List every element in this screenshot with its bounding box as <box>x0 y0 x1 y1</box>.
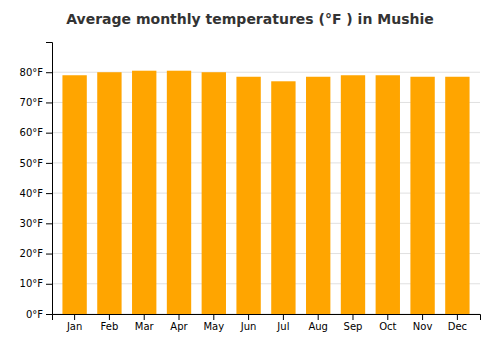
y-tick-label: 80°F <box>20 67 44 78</box>
x-tick-mark <box>422 314 423 320</box>
x-tick: Oct <box>379 314 396 332</box>
x-tick-label: Mar <box>135 321 155 332</box>
y-tick-mark <box>46 284 52 285</box>
y-tick-label: 20°F <box>20 248 44 259</box>
y-tick: 50°F <box>20 158 52 169</box>
bar <box>236 77 260 314</box>
bar <box>410 77 434 314</box>
y-tick: 0°F <box>26 309 52 320</box>
x-tick-label: Jun <box>240 321 257 332</box>
x-tick: Jul <box>276 314 289 332</box>
y-tick: 10°F <box>20 278 52 289</box>
x-tick-mark <box>457 314 458 320</box>
x-tick-mark <box>318 314 319 320</box>
plot: 0°F 10°F 20°F 30°F 40°F 50°F 60°F 70°F 80°F Jan Fe… <box>20 43 481 333</box>
title: Average monthly temperatures (°F ) in Mu… <box>66 11 433 27</box>
y-tick-label: 60°F <box>20 127 44 138</box>
y-tick-mark <box>46 72 52 73</box>
x-tick: Apr <box>170 314 188 332</box>
y-tick-mark <box>46 133 52 134</box>
y-tick-label: 10°F <box>20 278 44 289</box>
y-tick-label: 40°F <box>20 188 44 199</box>
x-tick: Jun <box>240 314 257 332</box>
x-tick-mark <box>387 314 388 320</box>
y-tick: 20°F <box>20 248 52 259</box>
x-tick-label: Jan <box>66 321 82 332</box>
y-tick-label: 70°F <box>20 97 44 108</box>
x-tick-mark <box>248 314 249 320</box>
y-tick-mark <box>46 163 52 164</box>
y-tick-mark <box>46 314 52 315</box>
x-tick-mark <box>352 314 353 320</box>
bar <box>202 72 226 314</box>
x-tick-label: Apr <box>170 321 188 332</box>
bar <box>132 71 156 314</box>
x-tick-label: Feb <box>101 321 119 332</box>
x-tick-label: Jul <box>276 321 289 332</box>
bars <box>62 71 469 314</box>
chart: 0°F 10°F 20°F 30°F 40°F 50°F 60°F 70°F 80°F Jan Fe… <box>0 0 500 350</box>
x-tick: Feb <box>101 314 119 332</box>
y-tick: 80°F <box>20 67 52 78</box>
bar <box>376 75 400 314</box>
x-tick-label: May <box>203 321 224 332</box>
bar <box>306 77 330 314</box>
y-tick-label: 30°F <box>20 218 44 229</box>
x-tick-mark <box>144 314 145 320</box>
y-tick-mark <box>46 193 52 194</box>
bar <box>271 81 295 314</box>
y-tick-mark <box>46 102 52 103</box>
x-tick: Mar <box>135 314 155 332</box>
y-tick-mark <box>46 223 52 224</box>
x-tick-label: Aug <box>308 321 328 332</box>
x-tick-label: Nov <box>413 321 433 332</box>
y-tick-label: 50°F <box>20 158 44 169</box>
bar <box>341 75 365 314</box>
x-axis: Jan Feb Mar Apr May Jun Jul Aug Sep Oct Nov Dec <box>53 314 481 332</box>
y-tick: 70°F <box>20 97 52 108</box>
x-axis-line <box>53 315 481 321</box>
x-tick: Aug <box>308 314 328 332</box>
y-tick: 60°F <box>20 127 52 138</box>
x-tick-mark <box>283 314 284 320</box>
bar <box>445 77 469 314</box>
x-tick-mark <box>109 314 110 320</box>
x-tick-mark <box>213 314 214 320</box>
x-tick-label: Dec <box>448 321 467 332</box>
bar <box>167 71 191 314</box>
y-axis-line <box>46 43 53 315</box>
y-tick: 40°F <box>20 188 52 199</box>
y-tick-mark <box>46 254 52 255</box>
x-tick: Sep <box>344 314 363 332</box>
x-tick-label: Oct <box>379 321 396 332</box>
y-tick-label: 0°F <box>26 309 43 320</box>
x-tick-mark <box>179 314 180 320</box>
x-tick: May <box>203 314 224 332</box>
y-tick: 30°F <box>20 218 52 229</box>
grid <box>52 72 480 314</box>
bar <box>62 75 86 314</box>
x-tick-label: Sep <box>344 321 363 332</box>
y-axis: 0°F 10°F 20°F 30°F 40°F 50°F 60°F 70°F 80°F <box>20 43 53 320</box>
x-tick: Jan <box>66 314 82 332</box>
x-tick: Nov <box>413 314 433 332</box>
x-tick: Dec <box>448 314 467 332</box>
bar <box>97 72 121 314</box>
x-tick-mark <box>74 314 75 320</box>
